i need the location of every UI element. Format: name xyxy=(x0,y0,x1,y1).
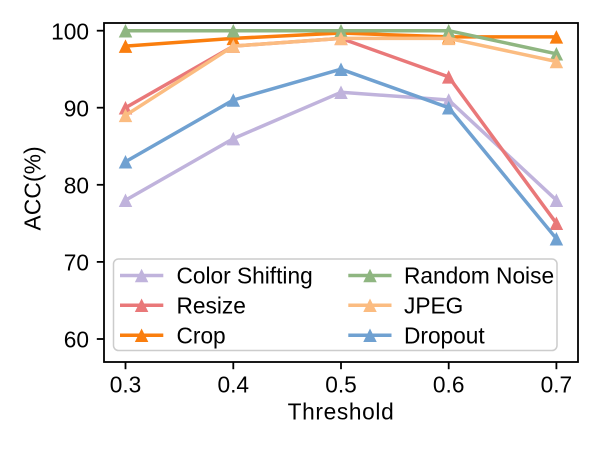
svg-text:0.5: 0.5 xyxy=(325,372,357,398)
svg-text:80: 80 xyxy=(64,172,89,198)
svg-text:0.4: 0.4 xyxy=(218,372,250,398)
svg-text:60: 60 xyxy=(64,327,89,353)
svg-text:Dropout: Dropout xyxy=(404,322,485,348)
svg-text:Random Noise: Random Noise xyxy=(404,263,554,289)
svg-text:Crop: Crop xyxy=(177,322,226,348)
svg-text:Threshold: Threshold xyxy=(288,399,395,425)
svg-text:0.3: 0.3 xyxy=(110,372,142,398)
svg-text:100: 100 xyxy=(51,18,89,44)
svg-text:90: 90 xyxy=(64,95,89,121)
svg-text:0.6: 0.6 xyxy=(433,372,465,398)
svg-text:Color Shifting: Color Shifting xyxy=(177,263,313,289)
svg-text:ACC(%): ACC(%) xyxy=(20,146,46,230)
svg-text:70: 70 xyxy=(64,249,89,275)
svg-text:0.7: 0.7 xyxy=(541,372,573,398)
svg-text:Resize: Resize xyxy=(177,292,246,318)
svg-text:JPEG: JPEG xyxy=(404,292,463,318)
